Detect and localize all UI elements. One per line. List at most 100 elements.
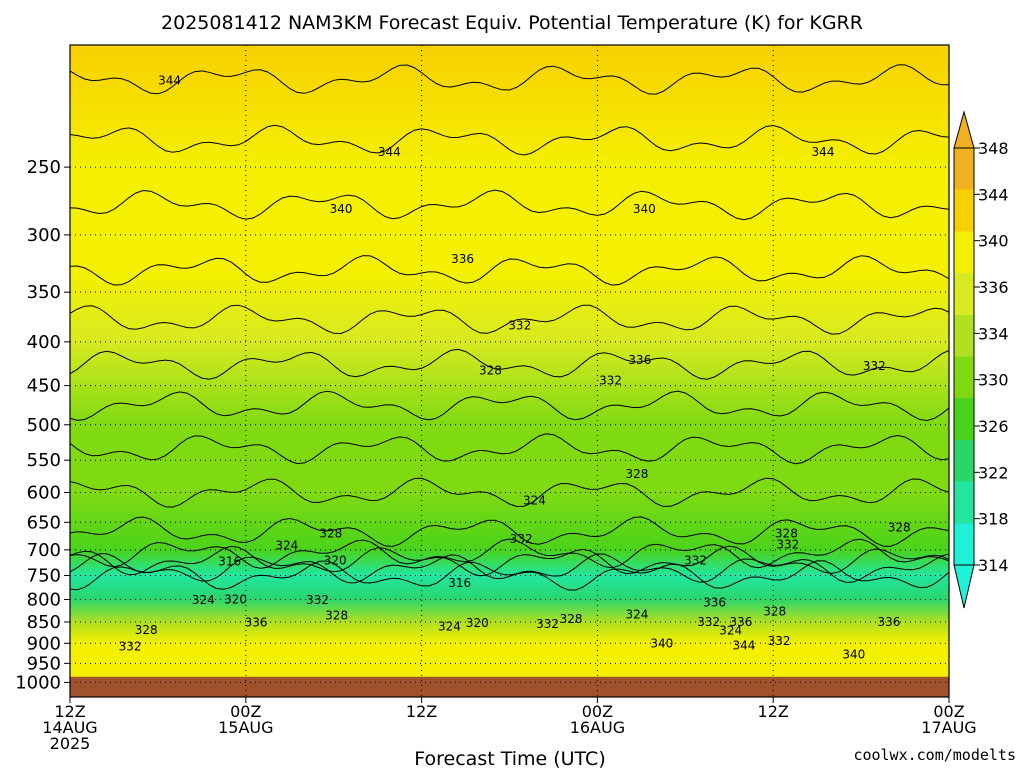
grid-lines [70, 45, 949, 697]
y-tick-label: 300 [27, 225, 61, 246]
colorbar-label: 344 [978, 185, 1009, 204]
contour-label: 320 [466, 616, 489, 630]
x-tick-label: 12Z [54, 702, 85, 721]
colorbar-label: 340 [978, 232, 1009, 251]
contour-line [70, 189, 949, 221]
contour-label: 316 [448, 576, 471, 590]
contour-label: 328 [775, 527, 798, 541]
y-tick-label: 900 [27, 633, 61, 654]
colorbar-labels: 314 318 322 326 330 334 336 340 344 348 [974, 139, 1009, 575]
colorbar-label: 334 [978, 324, 1009, 343]
credit-text: coolwx.com/modelts [853, 746, 1016, 764]
plot-frame [69, 44, 950, 698]
contour-label: 332 [306, 593, 329, 607]
contour-label: 328 [888, 520, 911, 534]
contour-line [70, 545, 949, 577]
contour-label: 332 [536, 617, 559, 631]
contour-label: 324 [719, 624, 742, 638]
contour-label: 324 [626, 608, 649, 622]
colorbar-body [953, 147, 975, 566]
contour-label: 344 [378, 145, 401, 159]
y-tick-label: 450 [27, 376, 61, 397]
contour-label: 332 [684, 553, 707, 567]
contour-line [70, 348, 949, 380]
contour-lines [70, 64, 949, 591]
contour-label: 328 [626, 467, 649, 481]
colorbar-label: 314 [978, 556, 1009, 575]
colorbar-bottom-arrow [953, 564, 975, 609]
contour-label: 328 [560, 612, 583, 626]
contour-label: 332 [508, 319, 531, 333]
contour-label: 344 [812, 145, 835, 159]
y-tick-label: 850 [27, 612, 61, 633]
ground-terrain [70, 676, 949, 697]
colorbar-label: 330 [978, 371, 1009, 390]
contour-label: 340 [650, 636, 673, 650]
contour-line [70, 64, 949, 95]
contour-label: 328 [319, 527, 342, 541]
colorbar-label: 336 [978, 278, 1009, 297]
contour-label: 324 [275, 539, 298, 553]
contour-label: 344 [732, 638, 755, 652]
x-tick-label: 16AUG [570, 718, 625, 737]
contour-label: 328 [479, 363, 502, 377]
contour-line [70, 560, 949, 591]
y-tick-label: 1000 [15, 672, 61, 693]
contour-label: 336 [628, 353, 651, 367]
contour-label: 332 [697, 615, 720, 629]
y-tick-label: 700 [27, 540, 61, 561]
colorbar-label: 326 [978, 417, 1009, 436]
x-tick-label: 00Z [933, 702, 964, 721]
contour-line [70, 516, 949, 548]
contour-label: 332 [776, 537, 799, 551]
contour-label: 332 [119, 640, 142, 654]
contour-label: 316 [218, 554, 241, 568]
chart-title: 2025081412 NAM3KM Forecast Equiv. Potent… [161, 12, 863, 34]
x-axis-label: Forecast Time (UTC) [414, 748, 605, 768]
contour-label: 320 [224, 592, 247, 606]
x-tick-label: 00Z [230, 702, 261, 721]
colorbar-label: 318 [978, 510, 1009, 529]
y-tick-label: 650 [27, 512, 61, 533]
contour-label: 332 [863, 359, 886, 373]
contour-line [70, 433, 949, 465]
contour-label: 336 [703, 595, 726, 609]
x-tick-label: 12Z [406, 702, 437, 721]
y-axis: 2503003504004505005506006507007508008509… [15, 157, 70, 693]
contour-line [70, 477, 949, 508]
contour-line [70, 390, 949, 422]
x-tick-label: 14AUG [42, 718, 97, 737]
contour-line [70, 255, 949, 286]
y-tick-label: 800 [27, 589, 61, 610]
x-tick-label: 15AUG [218, 718, 273, 737]
contour-label: 336 [245, 615, 268, 629]
contour-label: 340 [842, 648, 865, 662]
contour-label: 332 [510, 532, 533, 546]
contour-label: 336 [730, 615, 753, 629]
contour-label: 320 [324, 553, 347, 567]
x-tick-label: 12Z [758, 702, 789, 721]
y-tick-label: 350 [27, 282, 61, 303]
y-tick-label: 400 [27, 332, 61, 353]
contour-label: 340 [633, 202, 656, 216]
y-tick-label: 750 [27, 565, 61, 586]
colorbar-label: 322 [978, 463, 1009, 482]
x-tick-label: 17AUG [921, 718, 976, 737]
contour-label: 344 [158, 73, 181, 87]
x-tick-label: 00Z [582, 702, 613, 721]
contour-line [70, 124, 949, 156]
contour-line [70, 553, 949, 584]
y-tick-label: 500 [27, 415, 61, 436]
contour-label: 340 [330, 202, 353, 216]
contour-label: 324 [438, 619, 461, 633]
colorbar-label: 348 [978, 139, 1009, 158]
contour-label: 328 [135, 623, 158, 637]
colorbar-top-arrow [953, 110, 975, 149]
contour-line [70, 304, 949, 335]
contour-label: 332 [599, 374, 622, 388]
y-tick-label: 550 [27, 450, 61, 471]
contour-label: 328 [763, 604, 786, 618]
